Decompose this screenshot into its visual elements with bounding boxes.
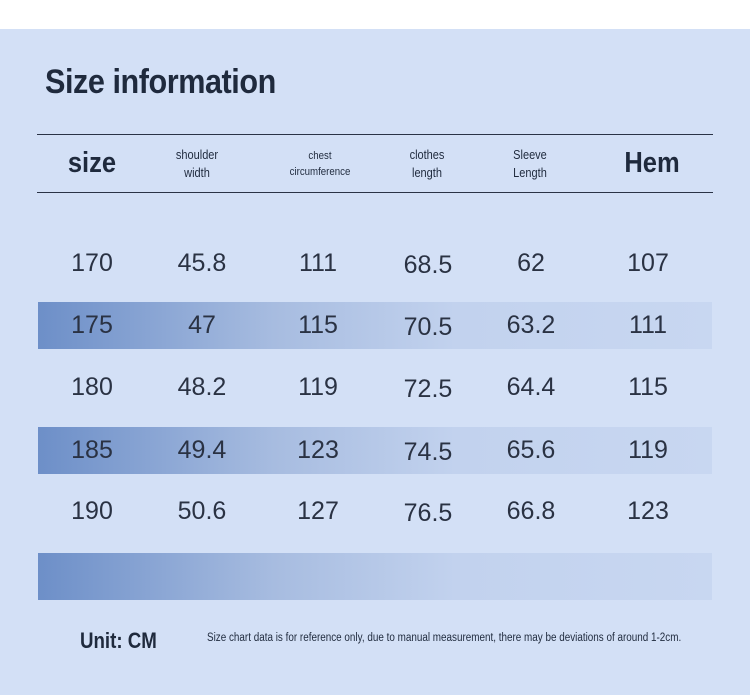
cell-shoulder-width: 49.4 [177,436,227,464]
table-row: 170 45.8 111 68.5 62 107 [38,240,712,287]
cell-shoulder-width: 47 [188,311,216,339]
cell-sleeve-length: 64.4 [506,373,556,401]
table-row-empty [38,553,712,600]
cell-size: 180 [71,373,113,401]
page-title: Size information [45,63,276,101]
header-hem: Hem [624,147,680,179]
cell-shoulder-width: 50.6 [177,497,227,525]
header-chest-circumference: chest circumference [289,149,351,178]
cell-chest: 123 [297,436,339,464]
cell-chest: 111 [298,249,337,277]
cell-hem: 119 [628,436,668,464]
table-row: 185 49.4 123 74.5 65.6 119 [38,427,712,474]
table-row: 175 47 115 70.5 63.2 111 [38,302,712,349]
cell-clothes-length: 70.5 [403,313,453,341]
unit-label: Unit: CM [80,628,157,653]
header-bottom-rule [37,192,713,193]
measurement-note: Size chart data is for reference only, d… [207,632,682,644]
header-shoulder-width: shoulder width [175,147,219,180]
cell-hem: 111 [628,311,667,339]
header-size: size [67,147,117,179]
cell-size: 185 [71,436,113,464]
table-header: size shoulder width chest circumference … [37,135,713,192]
cell-clothes-length: 76.5 [403,499,453,527]
cell-clothes-length: 68.5 [403,251,453,279]
cell-sleeve-length: 65.6 [506,436,556,464]
cell-hem: 107 [627,249,669,277]
cell-hem: 123 [627,497,669,525]
cell-clothes-length: 74.5 [403,438,453,466]
cell-shoulder-width: 48.2 [177,373,227,401]
cell-size: 190 [71,497,113,525]
cell-hem: 115 [628,373,668,401]
header-top-rule [37,134,713,135]
header-clothes-length: clothes length [409,147,445,180]
cell-chest: 119 [298,373,338,401]
cell-chest: 127 [297,497,339,525]
cell-sleeve-length: 62 [517,249,545,277]
cell-sleeve-length: 63.2 [506,311,556,339]
cell-size: 175 [71,311,113,339]
cell-shoulder-width: 45.8 [177,249,227,277]
cell-chest: 115 [298,311,338,339]
cell-size: 170 [71,249,113,277]
cell-sleeve-length: 66.8 [506,497,556,525]
cell-clothes-length: 72.5 [403,375,453,403]
table-row: 190 50.6 127 76.5 66.8 123 [38,488,712,535]
header-sleeve-length: Sleeve Length [513,147,547,180]
table-row: 180 48.2 119 72.5 64.4 115 [38,364,712,411]
